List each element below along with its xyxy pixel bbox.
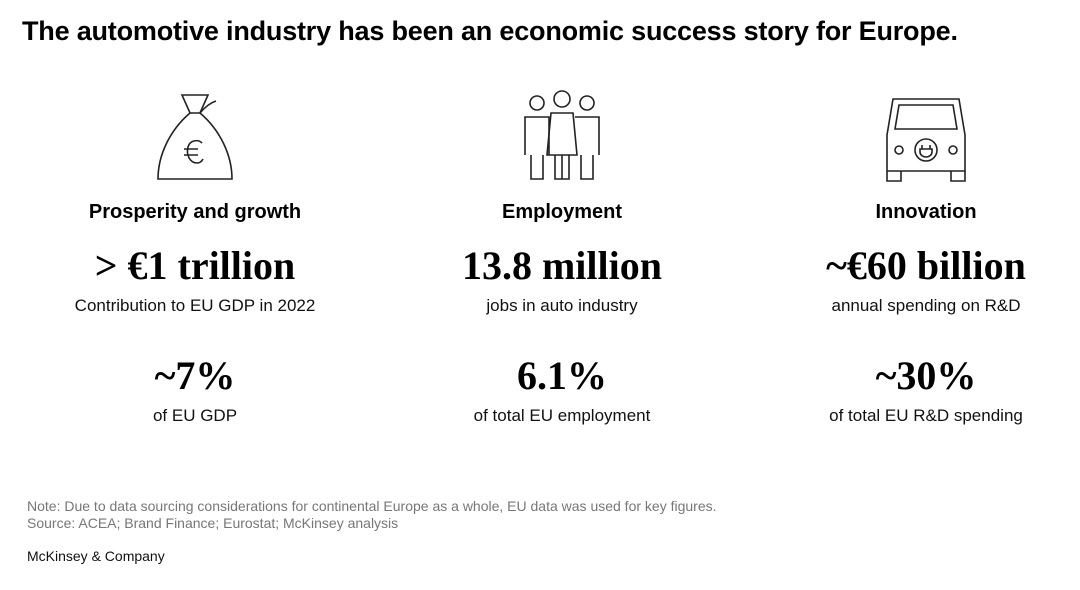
column-heading: Prosperity and growth: [88, 201, 302, 223]
stat-value: 6.1%: [517, 353, 607, 398]
stat-value: ~30%: [875, 353, 977, 398]
brand: McKinsey & Company: [27, 548, 165, 564]
stat-label: of EU GDP: [152, 406, 238, 425]
stat-label: jobs in auto industry: [486, 296, 638, 315]
stat-value: ~€60 billion: [826, 243, 1026, 288]
stat-value: ~7%: [154, 353, 236, 398]
stat-value: > €1 trillion: [94, 243, 296, 288]
note: Note: Due to data sourcing consideration…: [27, 498, 717, 514]
stat-label: of total EU R&D spending: [829, 406, 1023, 425]
column-heading: Innovation: [875, 201, 977, 223]
stat-value: 13.8 million: [461, 243, 663, 288]
stat-label: annual spending on R&D: [831, 296, 1021, 315]
people-icon: [524, 90, 600, 180]
column: Employment 13.8 million jobs in auto ind…: [382, 85, 742, 426]
electric-car-icon: [886, 98, 966, 182]
stat-label: Contribution to EU GDP in 2022: [74, 296, 316, 315]
footnote: Note: Due to data sourcing consideration…: [27, 498, 717, 532]
title: The automotive industry has been an econ…: [22, 16, 958, 46]
column: Prosperity and growth > €1 trillion Cont…: [15, 85, 375, 426]
stat-label: of total EU employment: [473, 406, 651, 425]
column-heading: Employment: [501, 201, 623, 223]
column: Innovation ~€60 billion annual spending …: [746, 85, 1080, 426]
money-bag-icon: [157, 94, 233, 180]
source: Source: ACEA; Brand Finance; Eurostat; M…: [27, 515, 399, 531]
